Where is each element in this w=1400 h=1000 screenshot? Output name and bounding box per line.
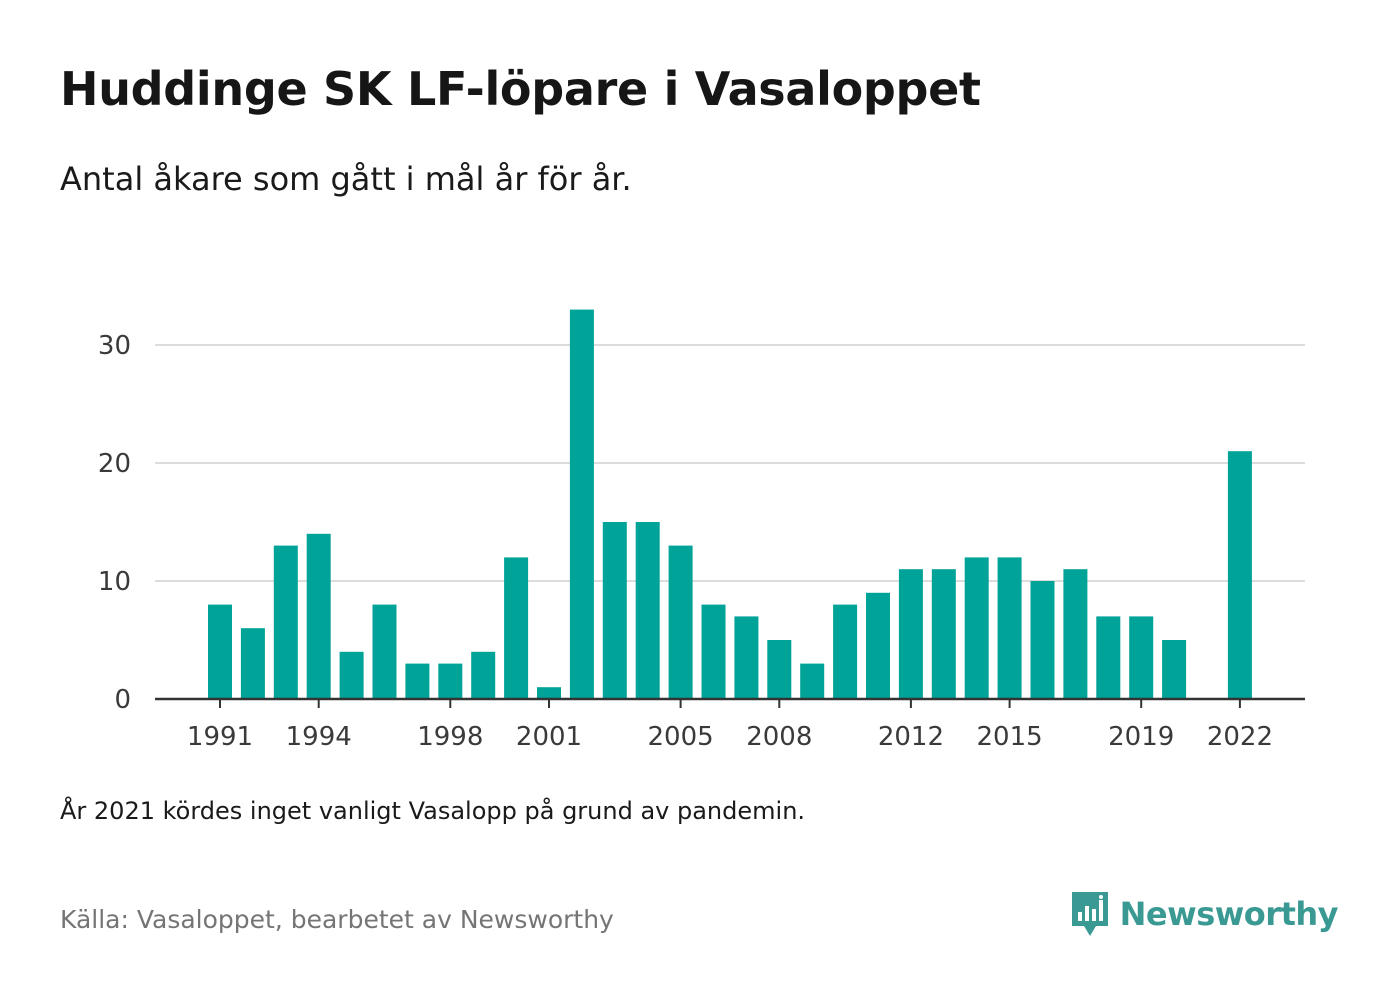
bar-2012 [898, 569, 923, 699]
bar-1999 [471, 651, 496, 699]
bar-2020 [1162, 640, 1187, 699]
bar-2015 [997, 557, 1022, 699]
bar-2014 [964, 557, 989, 699]
bars [208, 309, 1252, 699]
y-tick-label: 10 [98, 567, 131, 597]
bar-2013 [931, 569, 956, 699]
bar-2006 [701, 604, 726, 699]
bar-2010 [833, 604, 858, 699]
y-tick-label: 30 [98, 331, 131, 361]
x-tick-label: 2001 [516, 722, 582, 752]
x-tick-label: 2015 [977, 722, 1043, 752]
bar-2018 [1096, 616, 1121, 699]
brand-name: Newsworthy [1119, 895, 1339, 933]
source-credit: Källa: Vasaloppet, bearbetet av Newswort… [60, 905, 614, 934]
y-tick-label: 0 [114, 685, 131, 715]
y-axis-ticks: 0 10 20 30 [98, 331, 131, 715]
bar-1992 [240, 628, 265, 699]
x-tick-label: 2005 [648, 722, 714, 752]
gridlines [155, 344, 1305, 582]
bar-2001 [537, 687, 561, 699]
bar-1996 [372, 604, 397, 699]
footnote: År 2021 kördes inget vanligt Vasalopp på… [60, 797, 806, 825]
x-axis-ticks: 1991 1994 1998 2001 2005 2008 2012 2015 2019 2022 [187, 699, 1273, 752]
bar-2022 [1227, 451, 1252, 699]
bar-1998 [438, 663, 463, 699]
bar-2007 [734, 616, 759, 699]
brand-logo: Newsworthy [1070, 890, 1339, 938]
x-tick-label: 2019 [1108, 722, 1174, 752]
bar-2017 [1063, 569, 1088, 699]
bar-2005 [668, 545, 693, 699]
y-tick-label: 20 [98, 449, 131, 479]
bar-2011 [866, 592, 890, 699]
bar-2000 [504, 557, 529, 699]
bar-2004 [635, 522, 660, 699]
x-tick-label: 2008 [746, 722, 812, 752]
bar-1993 [273, 545, 298, 699]
bar-1991 [208, 604, 232, 699]
x-tick-label: 1991 [187, 722, 253, 752]
bar-2016 [1030, 581, 1055, 699]
bar-1997 [405, 663, 430, 699]
newsworthy-logo-icon [1071, 892, 1108, 936]
bar-2002 [569, 309, 594, 699]
x-tick-label: 1998 [417, 722, 483, 752]
bar-1995 [339, 651, 364, 699]
chart-title: Huddinge SK LF-löpare i Vasaloppet [60, 62, 981, 116]
bar-2008 [767, 640, 792, 699]
x-tick-label: 2012 [878, 722, 944, 752]
x-tick-label: 1994 [286, 722, 352, 752]
chart-subtitle: Antal åkare som gått i mål år för år. [60, 160, 632, 198]
bar-chart: 0 10 20 30 1991 1994 1998 2001 2005 2008 2012 2015… [98, 309, 1305, 752]
bar-2009 [800, 663, 825, 699]
bar-2003 [602, 522, 627, 699]
bar-1994 [306, 533, 331, 699]
x-tick-label: 2022 [1207, 722, 1273, 752]
bar-2019 [1129, 616, 1154, 699]
